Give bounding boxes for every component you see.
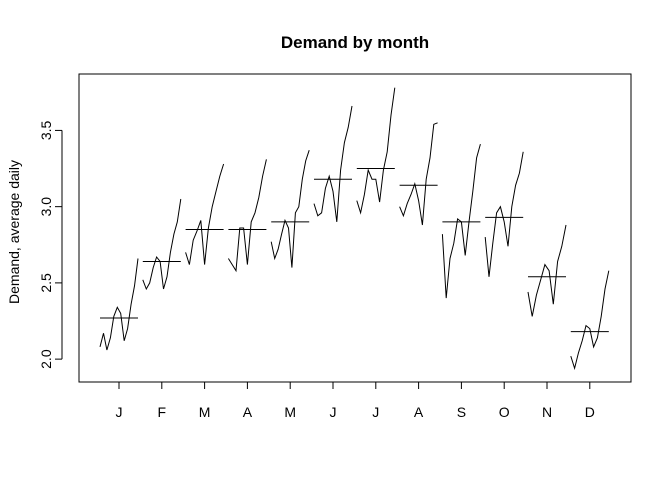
x-tick-label: D <box>585 404 595 420</box>
month-subseries-line <box>185 163 225 265</box>
x-tick-label: S <box>457 404 466 420</box>
month-mean-layer <box>100 168 609 333</box>
month-subseries-line <box>356 87 396 215</box>
x-tick-label: A <box>243 404 253 420</box>
month-subseries-line <box>527 224 567 317</box>
y-tick-label: 2.5 <box>38 273 54 293</box>
month-subseries-line <box>227 159 267 273</box>
x-tick-label: N <box>542 404 552 420</box>
month-subseries-line <box>99 258 139 351</box>
y-tick-label: 3.5 <box>38 120 54 140</box>
x-tick-label: A <box>414 404 424 420</box>
month-subseries-line <box>570 270 610 371</box>
plot-frame <box>78 73 632 383</box>
month-subseries-layer <box>99 87 610 371</box>
y-tick-label: 3.0 <box>38 197 54 217</box>
month-subseries-line <box>441 143 481 299</box>
y-axis: 2.0 2.5 3.0 3.5 <box>38 120 63 369</box>
y-axis-label: Demand, average daily <box>6 160 22 304</box>
month-subseries-line <box>313 105 353 222</box>
x-tick-label: J <box>330 404 337 420</box>
month-subseries-line <box>484 151 524 277</box>
x-tick-label: J <box>116 404 123 420</box>
x-tick-label: M <box>199 404 211 420</box>
x-tick-label: J <box>372 404 379 420</box>
x-tick-label: F <box>158 404 167 420</box>
month-subseries-line <box>270 150 310 268</box>
month-subseries-line <box>399 122 438 226</box>
y-tick-label: 2.0 <box>38 349 54 369</box>
month-subseries-line <box>142 198 182 291</box>
x-tick-label: O <box>499 404 510 420</box>
x-tick-label: M <box>284 404 296 420</box>
chart-title: Demand by month <box>281 33 429 52</box>
